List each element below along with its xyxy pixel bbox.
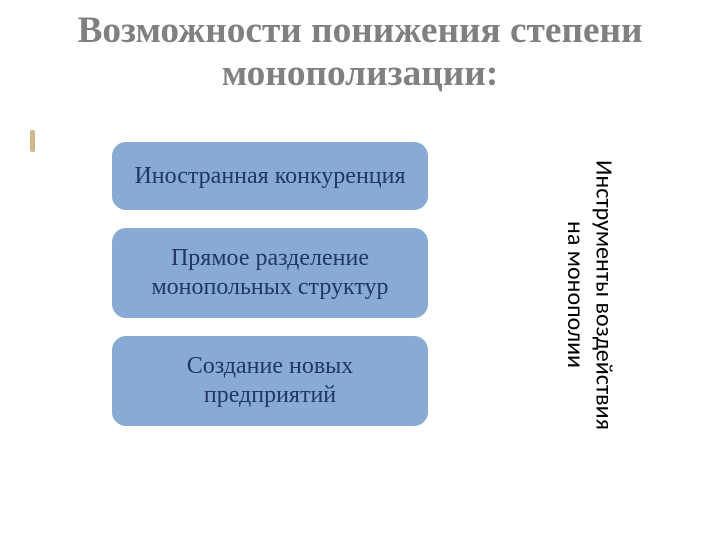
accent-bar — [30, 130, 35, 152]
list-item: Создание новых предприятий — [110, 334, 430, 428]
slide: { "title": { "text": "Возможности пониже… — [0, 0, 720, 540]
list-item-label: Прямое разделение монопольных структур — [130, 244, 410, 302]
vertical-label: Инструменты воздействия на монополии — [560, 160, 618, 430]
list-item-label: Создание новых предприятий — [130, 352, 410, 410]
page-title: Возможности понижения степени монополиза… — [0, 10, 720, 96]
list-item: Иностранная конкуренция — [110, 140, 430, 212]
list-item: Прямое разделение монопольных структур — [110, 226, 430, 320]
items-container: Иностранная конкуренция Прямое разделени… — [110, 140, 430, 428]
list-item-label: Иностранная конкуренция — [130, 162, 410, 191]
